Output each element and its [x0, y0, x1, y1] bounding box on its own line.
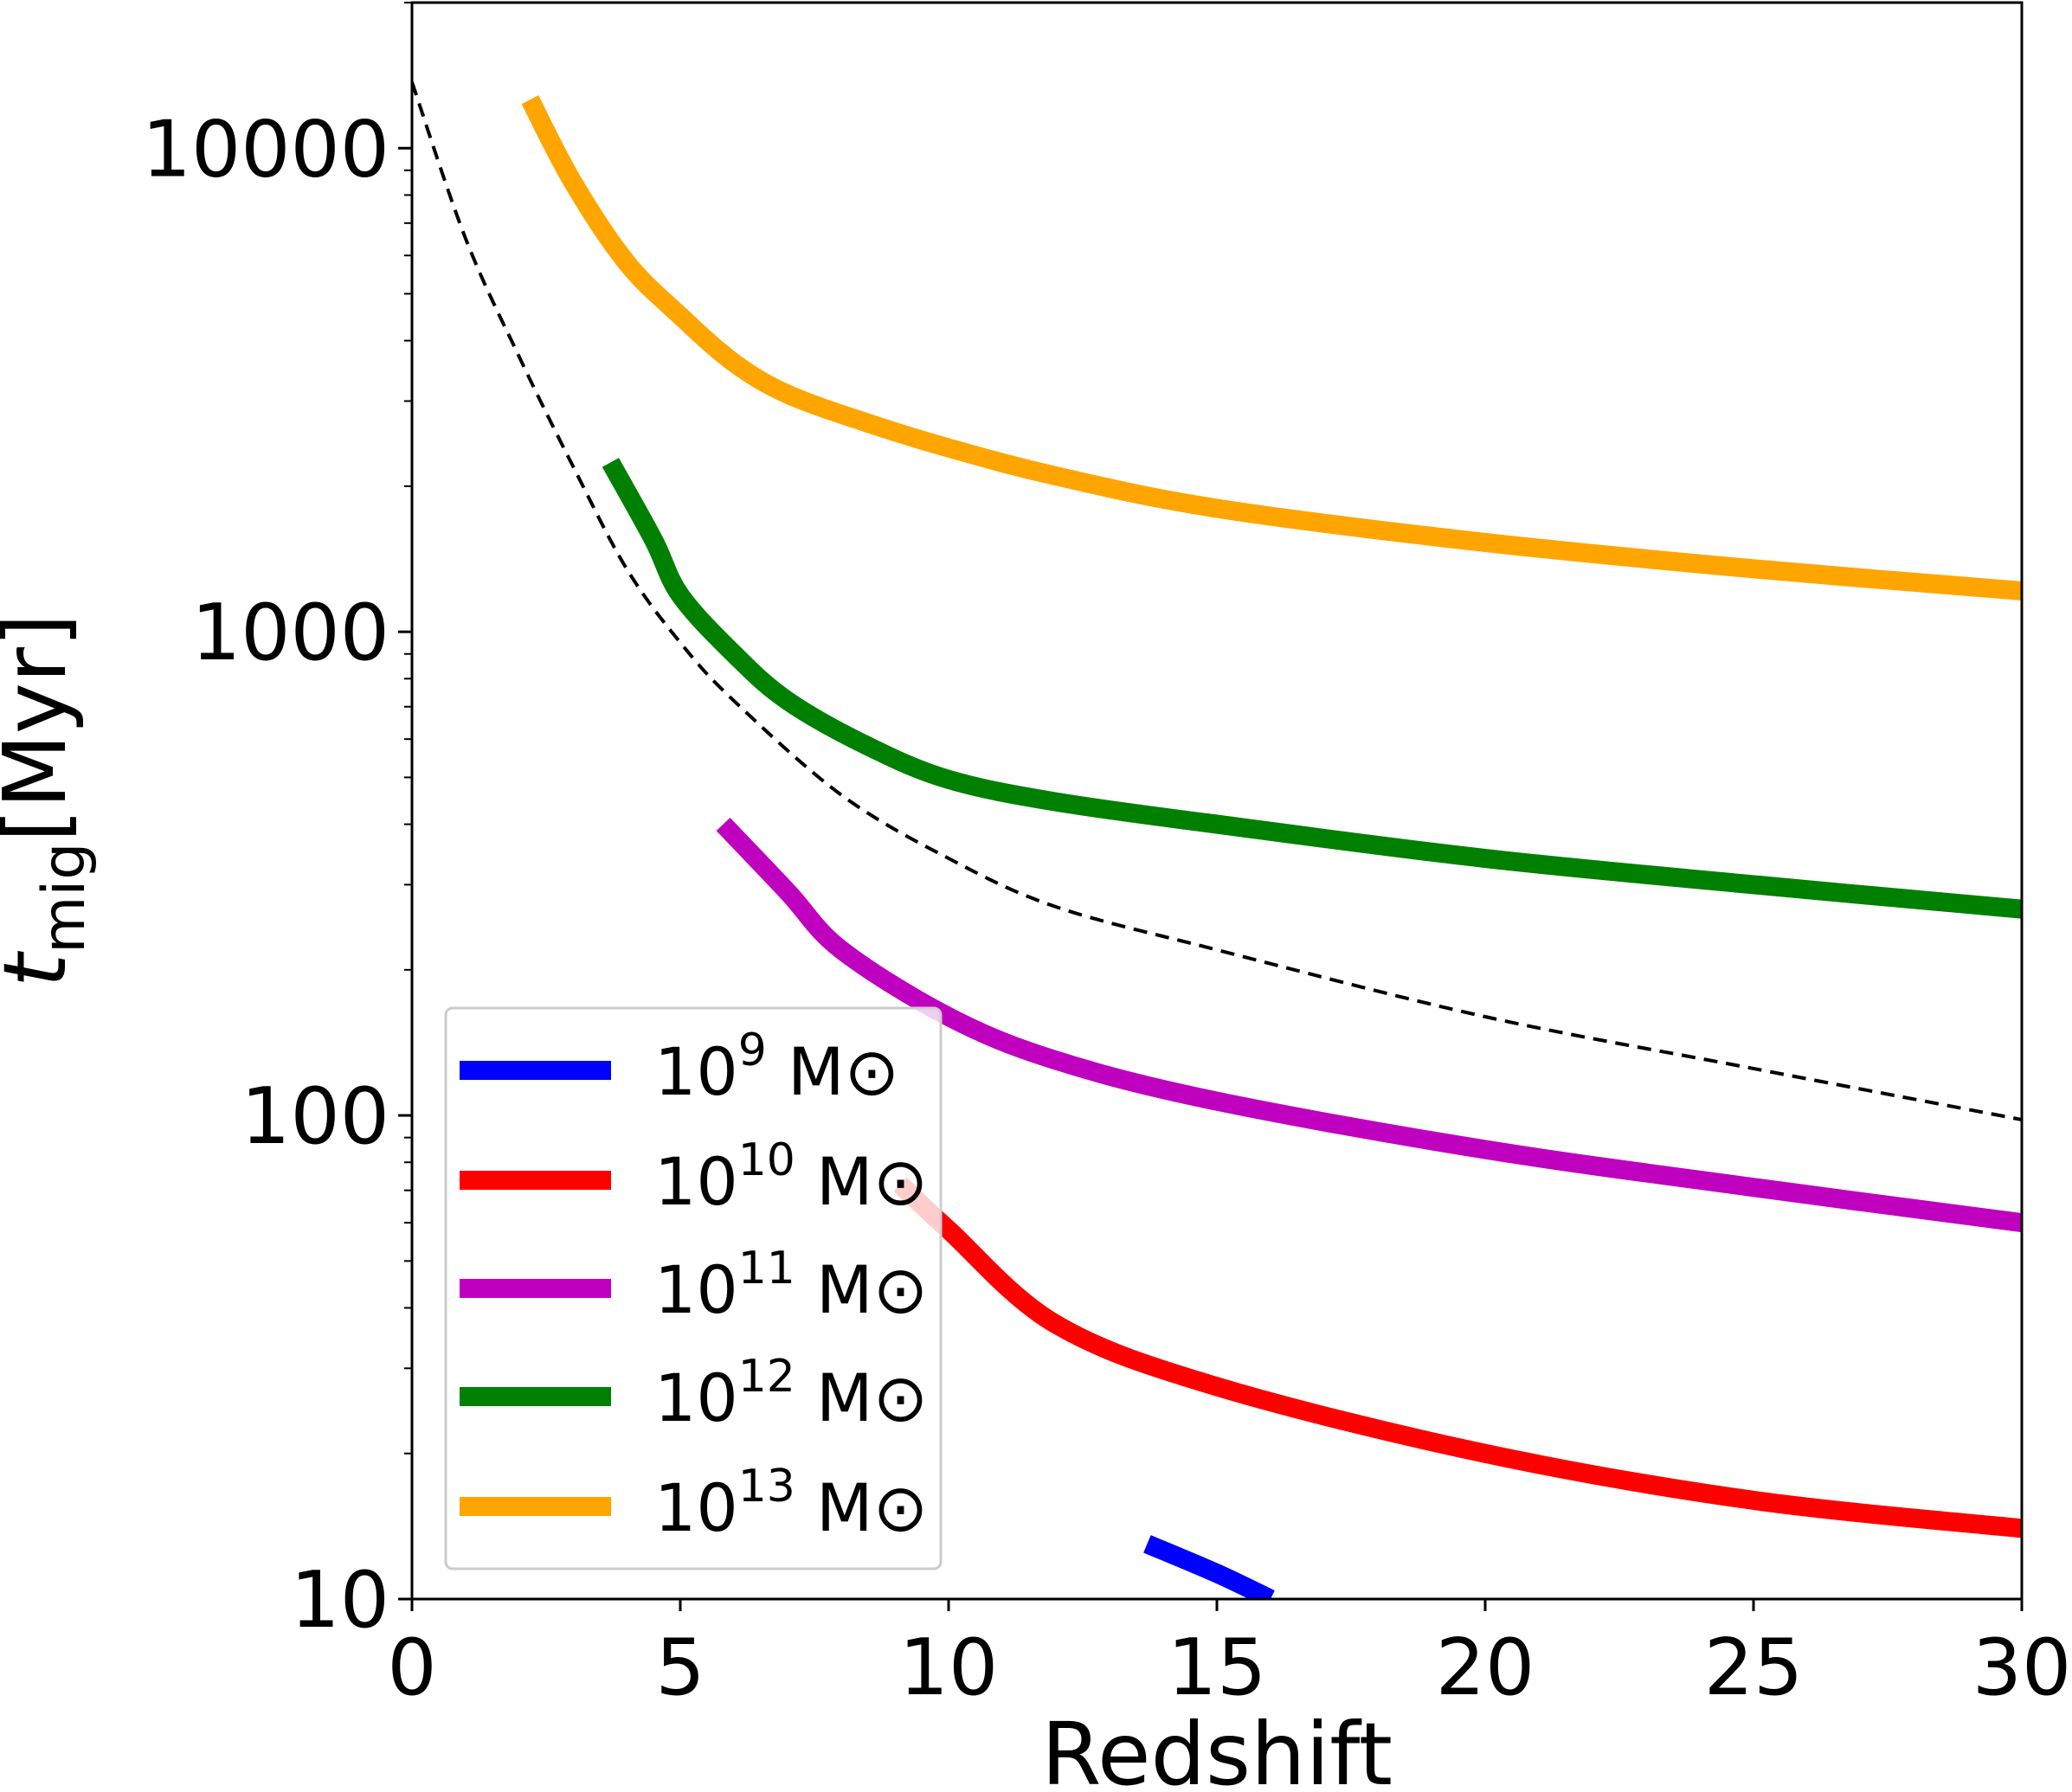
- series-line-11: [716, 817, 2022, 1232]
- series-line-12: [602, 458, 2022, 919]
- plot-area: [412, 81, 2022, 1599]
- y-tick-label: 10: [290, 1555, 389, 1646]
- x-tick-label: 0: [387, 1622, 436, 1713]
- ticks: 0 5 10 15 20 25 30 10 100 1000 10000: [142, 2, 2072, 1713]
- legend-label-11: 1011 M⊙: [654, 1243, 928, 1328]
- reference-line-dashed: [412, 81, 2022, 1121]
- series-line-13: [521, 95, 2022, 601]
- legend-label-13: 1013 M⊙: [654, 1461, 928, 1546]
- legend-label-10: 1010 M⊙: [654, 1134, 928, 1220]
- y-tick-label: 100: [241, 1071, 389, 1162]
- series-group: [412, 81, 2022, 1599]
- legend-label-12: 1012 M⊙: [654, 1351, 928, 1436]
- legend-label-9: 109 M⊙: [654, 1024, 899, 1110]
- x-tick-label: 30: [1972, 1622, 2072, 1713]
- y-tick-label: 10000: [142, 104, 389, 195]
- series-line-10: [893, 1177, 2022, 1538]
- legend-box: [444, 1006, 943, 1570]
- x-tick-label: 5: [655, 1622, 705, 1713]
- y-tick-label: 1000: [191, 588, 389, 678]
- x-tick-label: 25: [1704, 1622, 1804, 1713]
- x-tick-label: 15: [1168, 1622, 1267, 1713]
- x-tick-label: 20: [1436, 1622, 1535, 1713]
- legend: 109 M⊙ 1010 M⊙ 1011 M⊙ 1012 M⊙ 1013 M⊙: [444, 1006, 943, 1570]
- x-tick-label: 10: [899, 1622, 999, 1713]
- series-line-9: [1143, 1535, 1275, 1599]
- x-axis-label: Redshift: [1041, 1704, 1393, 1792]
